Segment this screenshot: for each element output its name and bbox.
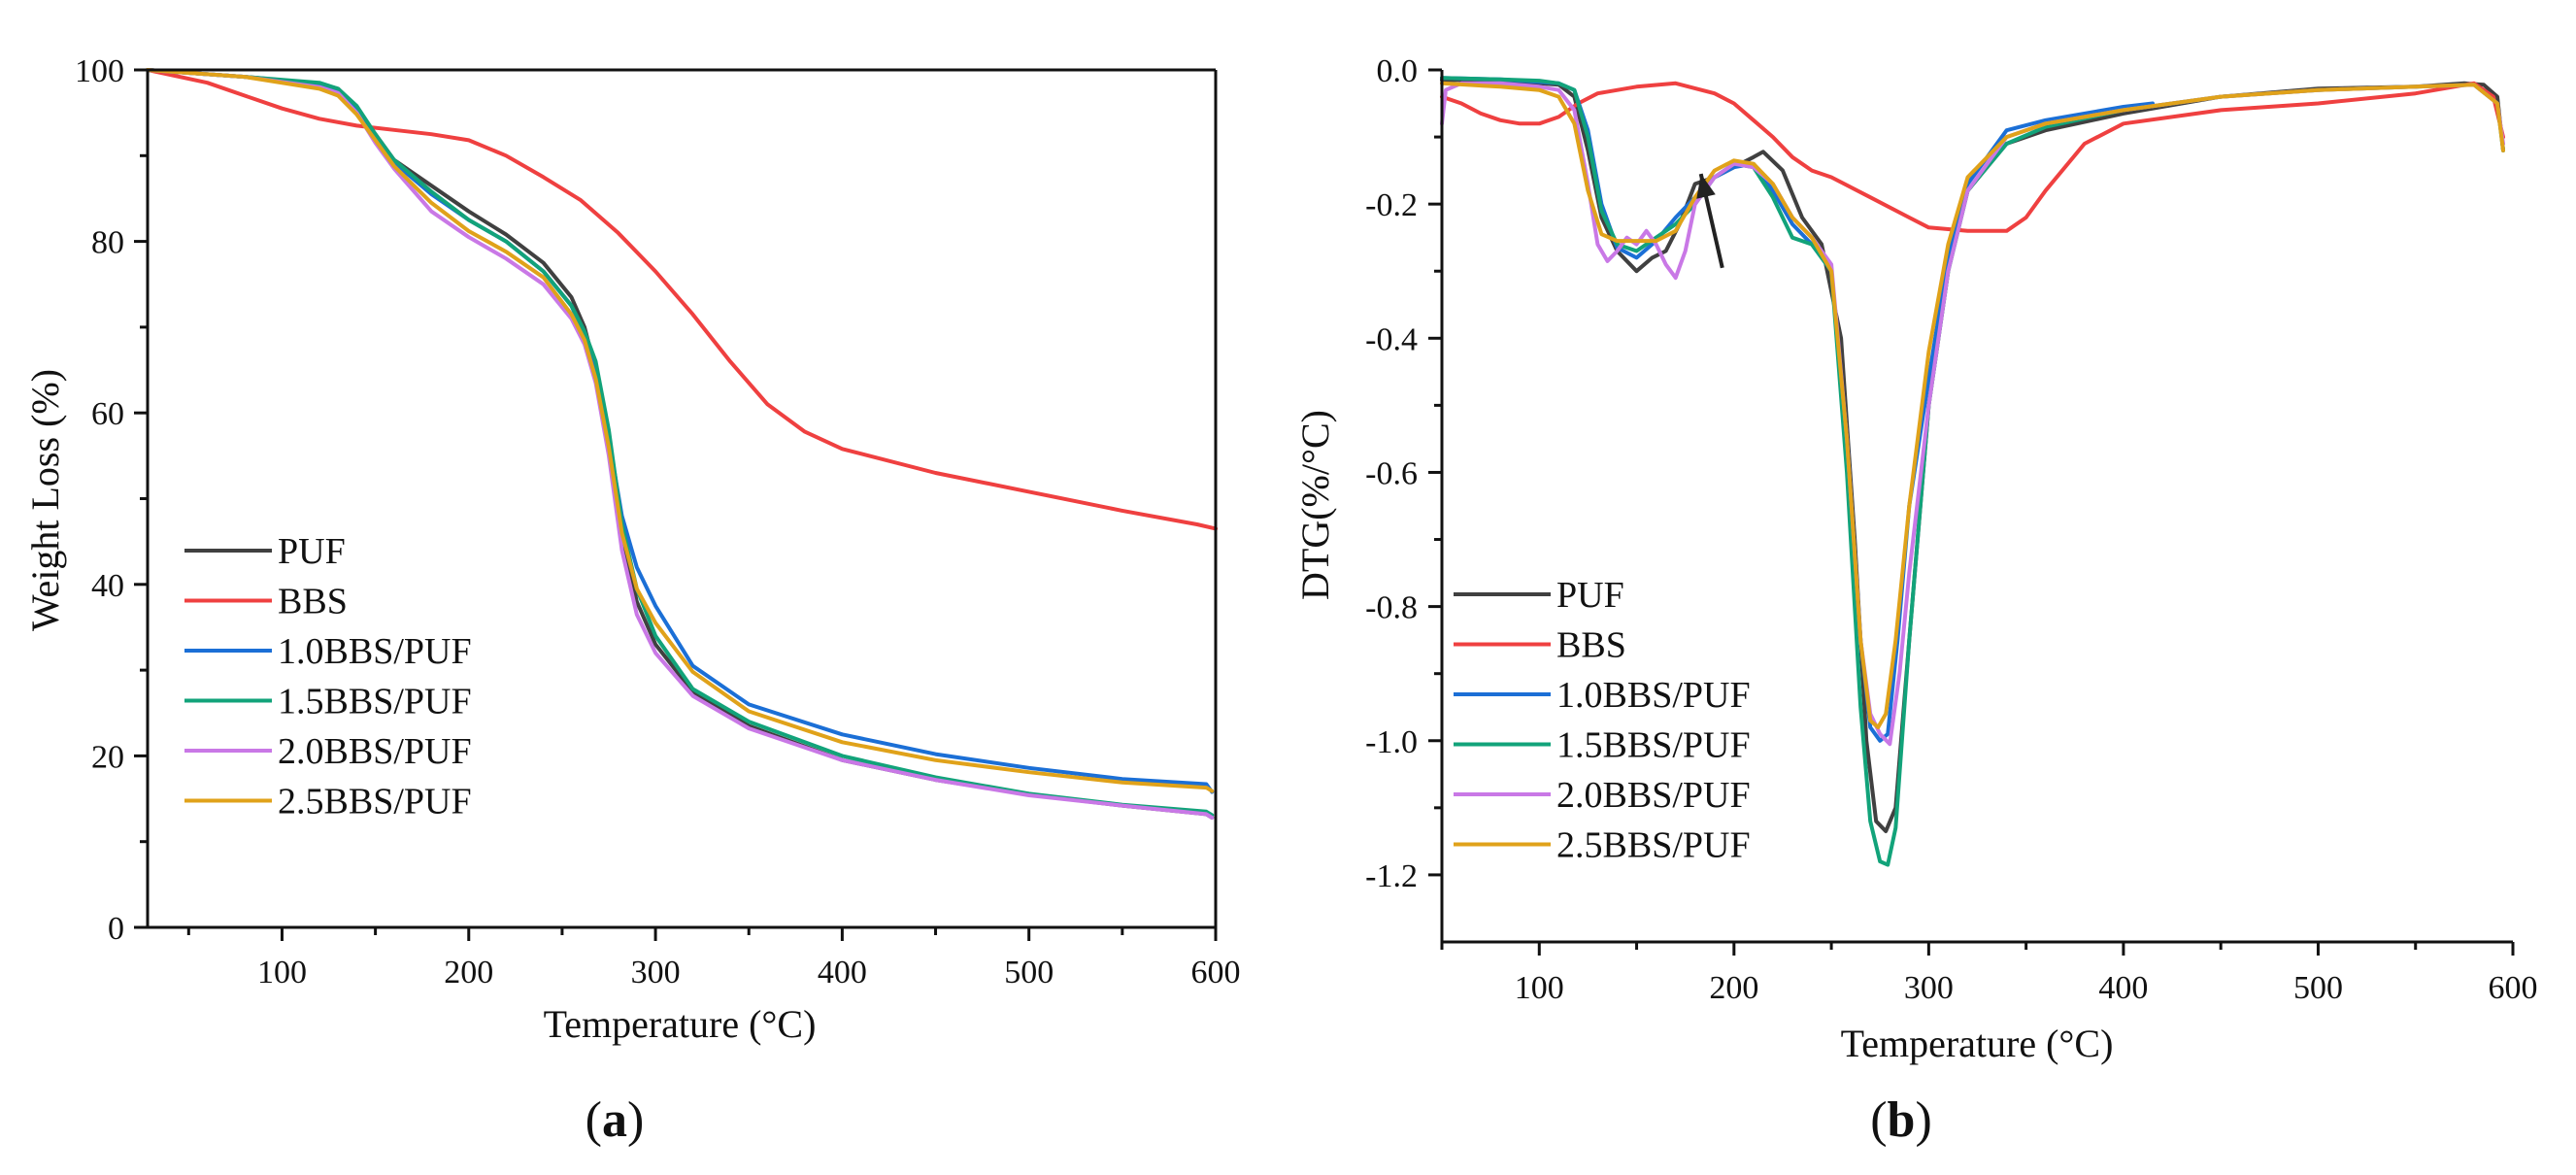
panel-a-x-tick-label: 400 bbox=[818, 955, 867, 990]
panel-b-legend-label-1-5bbs-puf: 1.5BBS/PUF bbox=[1556, 725, 1751, 766]
panel-a-series-1-5bbs-puf bbox=[146, 68, 1215, 818]
panel-b-x-tick-label: 600 bbox=[2489, 970, 2538, 1006]
panel-b-x-tick-label: 200 bbox=[1709, 970, 1758, 1006]
panel-b-x-tick-label: 400 bbox=[2098, 970, 2148, 1006]
panel-a-legend-label-2-5bbs-puf: 2.5BBS/PUF bbox=[278, 782, 472, 822]
panel-a-y-tick-label: 20 bbox=[91, 739, 124, 775]
panel-b-series-bbs bbox=[1440, 81, 2505, 233]
panel-b-y-tick-label: -0.2 bbox=[1365, 187, 1418, 223]
panel-a-label: (a) bbox=[585, 1092, 645, 1148]
panel-b-legend-label-2-0bbs-puf: 2.0BBS/PUF bbox=[1556, 775, 1751, 816]
panel-b-series-2-5bbs-puf bbox=[1440, 81, 2505, 729]
panel-a-y-tick-label: 80 bbox=[91, 225, 124, 261]
panel-b-label: (b) bbox=[1870, 1092, 1932, 1148]
panel-a-x-axis-title: Temperature (°C) bbox=[544, 1002, 817, 1046]
panel-b-y-tick-label: -1.0 bbox=[1365, 724, 1418, 760]
panel-b-ticks: 100 200 300 400 500 600 0.0 -0.2 -0.4 -0.6 -0.8 -1.… bbox=[1365, 53, 2537, 1006]
panel-a-series-layer bbox=[146, 68, 1218, 820]
panel-b-label-letter: b bbox=[1888, 1092, 1916, 1148]
panel-a-label-letter: a bbox=[602, 1092, 627, 1148]
panel-b-x-axis-title: Temperature (°C) bbox=[1841, 1022, 2114, 1065]
panel-b-x-tick-label: 500 bbox=[2293, 970, 2343, 1006]
panel-a-legend-label-2-0bbs-puf: 2.0BBS/PUF bbox=[278, 731, 472, 772]
panel-b-y-tick-label: 0.0 bbox=[1377, 53, 1419, 89]
panel-a-x-tick-label: 100 bbox=[257, 955, 307, 990]
panel-b-y-tick-label: -1.2 bbox=[1365, 858, 1418, 894]
panel-a-series-2-5bbs-puf bbox=[146, 68, 1215, 793]
panel-b-dtg-chart: 100 200 300 400 500 600 0.0 -0.2 -0.4 -0.6 -0.8 -1.… bbox=[1293, 53, 2538, 1148]
panel-a-x-tick-label: 500 bbox=[1004, 955, 1054, 990]
panel-b-y-tick-label: -0.6 bbox=[1365, 455, 1418, 491]
panel-a-x-tick-label: 200 bbox=[444, 955, 493, 990]
panel-a-x-tick-label: 300 bbox=[631, 955, 681, 990]
panel-a-legend-label-1-0bbs-puf: 1.0BBS/PUF bbox=[278, 631, 472, 672]
panel-b-legend-label-bbs: BBS bbox=[1556, 625, 1626, 666]
panel-b-series-1-0bbs-puf bbox=[1440, 76, 2155, 743]
panel-b-series-layer bbox=[1440, 76, 2505, 867]
panel-a-y-tick-label: 40 bbox=[91, 568, 124, 604]
panel-b-y-tick-label: -0.8 bbox=[1365, 590, 1418, 626]
panel-b-annotation bbox=[1696, 173, 1724, 269]
panel-a-ticks: 100 200 300 400 500 600 0 20 40 60 80 100 bbox=[75, 53, 1241, 990]
panel-a-y-tick-label: 100 bbox=[75, 53, 124, 89]
panel-a-legend-label-puf: PUF bbox=[278, 531, 346, 572]
panel-b-legend-label-1-0bbs-puf: 1.0BBS/PUF bbox=[1556, 675, 1751, 716]
panel-a-tga-chart: 100 200 300 400 500 600 0 20 40 60 80 100 PUF BBS 1.0… bbox=[23, 53, 1241, 1148]
panel-a-legend-label-1-5bbs-puf: 1.5BBS/PUF bbox=[278, 682, 472, 722]
panel-b-x-tick-label: 300 bbox=[1904, 970, 1954, 1006]
panel-b-legend-label-puf: PUF bbox=[1556, 575, 1624, 616]
panel-a-series-bbs bbox=[146, 68, 1218, 531]
panel-b-legend: PUF BBS 1.0BBS/PUF 1.5BBS/PUF 2.0BBS/PUF 2.5B… bbox=[1454, 575, 1751, 866]
panel-b-arrow-head bbox=[1696, 174, 1716, 199]
panel-b-y-tick-label: -0.4 bbox=[1365, 321, 1418, 357]
panel-a-legend: PUF BBS 1.0BBS/PUF 1.5BBS/PUF 2.0BBS/PUF 2.5B… bbox=[184, 531, 472, 822]
panel-b-x-tick-label: 100 bbox=[1515, 970, 1564, 1006]
panel-b-legend-label-2-5bbs-puf: 2.5BBS/PUF bbox=[1556, 825, 1751, 866]
panel-a-legend-label-bbs: BBS bbox=[278, 582, 348, 622]
panel-a-y-axis-title: Weight Loss (%) bbox=[23, 369, 67, 631]
panel-a-y-tick-label: 0 bbox=[108, 911, 124, 947]
panel-a-y-tick-label: 60 bbox=[91, 396, 124, 432]
panel-a-x-tick-label: 600 bbox=[1191, 955, 1241, 990]
panel-b-y-axis-title: DTG(%/°C) bbox=[1293, 410, 1337, 600]
